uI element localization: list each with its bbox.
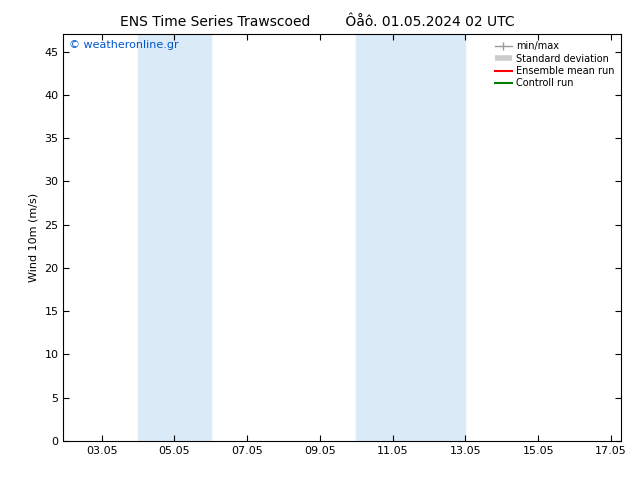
Legend: min/max, Standard deviation, Ensemble mean run, Controll run: min/max, Standard deviation, Ensemble me… — [493, 39, 616, 90]
Y-axis label: Wind 10m (m/s): Wind 10m (m/s) — [29, 193, 39, 282]
Bar — [356, 34, 465, 441]
Text: © weatheronline.gr: © weatheronline.gr — [69, 40, 179, 50]
Bar — [138, 34, 210, 441]
Text: ENS Time Series Trawscoed        Ôåô. 01.05.2024 02 UTC: ENS Time Series Trawscoed Ôåô. 01.05.202… — [120, 15, 514, 29]
